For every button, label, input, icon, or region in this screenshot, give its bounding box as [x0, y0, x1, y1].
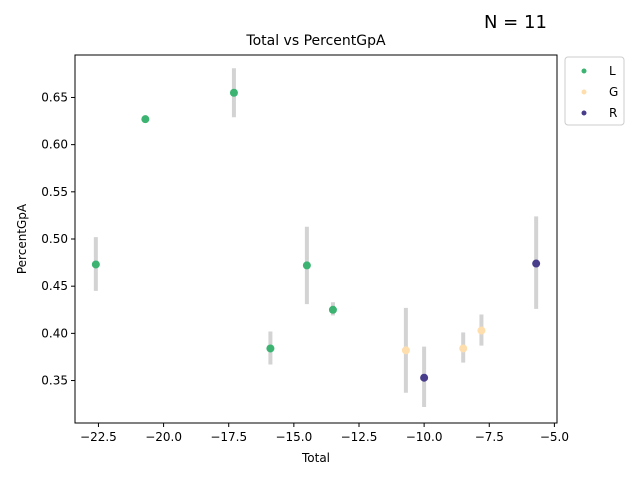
data-point-r — [420, 373, 429, 382]
legend: LGR — [564, 56, 625, 126]
x-tick-label: −10.0 — [406, 430, 443, 444]
data-point-g — [459, 344, 468, 353]
data-point-g — [477, 326, 486, 335]
y-tick-label: 0.50 — [41, 232, 68, 246]
x-axis-ticks: −22.5 −20.0 −17.5 −15.0 −12.5 −10.0 −7.5 −5.0 — [80, 423, 569, 444]
legend-frame — [564, 56, 625, 126]
y-tick-label: 0.65 — [41, 90, 68, 104]
chart-title: Total vs PercentGpA — [245, 33, 386, 49]
y-axis-label: PercentGpA — [15, 203, 29, 274]
y-tick-label: 0.40 — [41, 326, 68, 340]
x-tick-label: −5.0 — [540, 430, 569, 444]
y-tick-label: 0.55 — [41, 185, 68, 199]
legend-label-r: R — [609, 106, 617, 120]
data-point-l — [141, 115, 150, 124]
x-tick-label: −7.5 — [475, 430, 504, 444]
data-point-l — [266, 344, 275, 353]
legend-label-l: L — [609, 64, 616, 78]
legend-label-g: G — [609, 85, 618, 99]
x-tick-label: −12.5 — [341, 430, 378, 444]
data-point-l — [229, 88, 238, 97]
data-points — [91, 88, 541, 382]
x-tick-label: −15.0 — [275, 430, 312, 444]
data-point-l — [328, 305, 337, 314]
y-tick-label: 0.35 — [41, 374, 68, 388]
legend-marker-l — [581, 68, 587, 74]
data-point-l — [302, 261, 311, 270]
x-tick-label: −20.0 — [145, 430, 182, 444]
data-point-r — [532, 259, 541, 268]
y-tick-label: 0.60 — [41, 138, 68, 152]
x-tick-label: −22.5 — [80, 430, 117, 444]
data-point-g — [401, 346, 410, 355]
x-tick-label: −17.5 — [210, 430, 247, 444]
sample-count-label: N = 11 — [484, 12, 547, 33]
legend-marker-g — [581, 89, 587, 95]
y-axis-ticks: 0.35 0.40 0.45 0.50 0.55 0.60 0.65 — [41, 90, 75, 388]
y-tick-label: 0.45 — [41, 279, 68, 293]
x-axis-label: Total — [301, 451, 330, 465]
legend-marker-r — [581, 110, 587, 116]
data-point-l — [91, 260, 100, 269]
